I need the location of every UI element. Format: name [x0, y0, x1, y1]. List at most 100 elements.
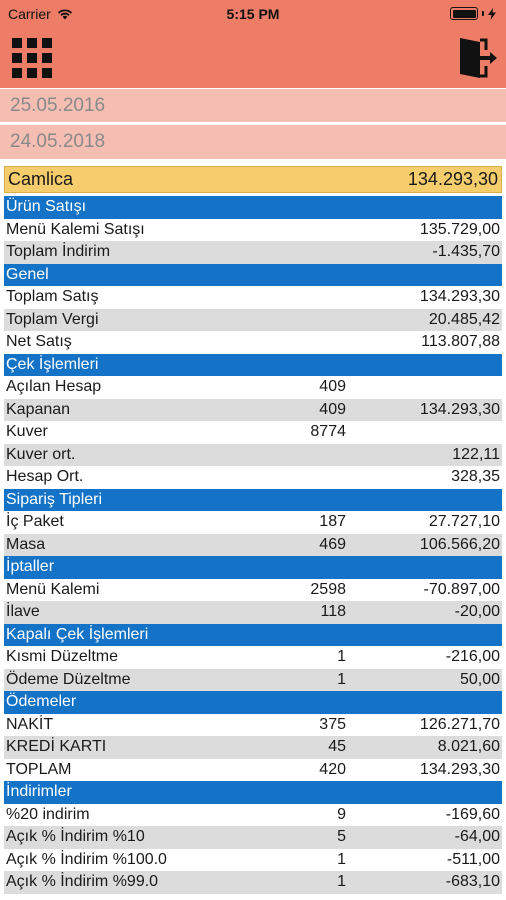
- row-label: Ödeme Düzeltme: [6, 670, 131, 688]
- table-row: Masa 469 106.566,20: [4, 533, 502, 556]
- section-header: İptaller: [4, 556, 502, 579]
- row-count: 8774: [310, 423, 346, 441]
- row-amount: 113.807,88: [421, 333, 500, 351]
- table-row: Toplam Satış 134.293,30: [4, 286, 502, 309]
- row-count: 1: [337, 670, 346, 688]
- end-date-field[interactable]: 24.05.2018: [0, 125, 506, 159]
- row-count: 420: [319, 760, 346, 778]
- table-row: Kuver ort. 122,11: [4, 443, 502, 466]
- battery-indicator: [450, 7, 496, 20]
- row-label: Toplam Vergi: [6, 310, 99, 328]
- row-label: Kuver ort.: [6, 445, 76, 463]
- row-count: 469: [319, 535, 346, 553]
- row-amount: 106.566,20: [419, 535, 500, 553]
- table-row: Toplam Vergi 20.485,42: [4, 308, 502, 331]
- logout-door-icon[interactable]: [458, 36, 498, 80]
- row-label: Net Satış: [6, 333, 72, 351]
- row-amount: 134.293,30: [419, 288, 500, 306]
- row-count: 1: [337, 873, 346, 891]
- row-count: 375: [319, 715, 346, 733]
- row-count: 9: [337, 805, 346, 823]
- row-label: Açık % İndirim %100.0: [6, 850, 167, 868]
- table-row: TOPLAM 420 134.293,30: [4, 758, 502, 781]
- branch-total: 134.293,30: [407, 169, 498, 189]
- carrier-label: Carrier: [8, 6, 51, 22]
- row-count: 45: [328, 738, 346, 756]
- row-amount: -64,00: [454, 828, 500, 846]
- row-amount: 134.293,30: [419, 760, 500, 778]
- table-row: Ödeme Düzeltme 1 50,00: [4, 668, 502, 691]
- row-label: Toplam İndirim: [6, 243, 111, 261]
- table-row: Toplam İndirim -1.435,70: [4, 241, 502, 264]
- row-label: TOPLAM: [6, 760, 72, 778]
- row-label: İlave: [6, 603, 40, 621]
- row-label: Kuver: [6, 423, 48, 441]
- row-count: 118: [320, 603, 346, 621]
- report-rows: Ürün Satışı Menü Kalemi Satışı 135.729,00 T…: [4, 196, 502, 894]
- row-amount: 27.727,10: [428, 513, 500, 531]
- table-row: İlave 118 -20,00: [4, 601, 502, 624]
- row-amount: 126.271,70: [419, 715, 500, 733]
- table-row: NAKİT 375 126.271,70: [4, 713, 502, 736]
- table-row: Açık % İndirim %10 5 -64,00: [4, 826, 502, 849]
- section-header-label: Kapalı Çek İşlemleri: [6, 625, 149, 643]
- row-amount: -169,60: [445, 805, 500, 823]
- row-amount: -216,00: [445, 648, 500, 666]
- branch-summary-row[interactable]: Camlica 134.293,30: [4, 166, 502, 193]
- table-row: %20 indirim 9 -169,60: [4, 803, 502, 826]
- table-row: Açılan Hesap 409: [4, 376, 502, 399]
- row-amount: -1.435,70: [432, 243, 500, 261]
- table-row: Menü Kalemi Satışı 135.729,00: [4, 218, 502, 241]
- row-amount: -70.897,00: [423, 580, 500, 598]
- table-row: Açık % İndirim %100.0 1 -511,00: [4, 848, 502, 871]
- row-amount: 134.293,30: [419, 400, 500, 418]
- clock: 5:15 PM: [226, 6, 280, 22]
- table-row: Kısmi Düzeltme 1 -216,00: [4, 646, 502, 669]
- battery-icon: [450, 7, 478, 20]
- row-count: 1: [337, 648, 346, 666]
- table-row: Net Satış 113.807,88: [4, 331, 502, 354]
- row-amount: 122,11: [452, 445, 500, 463]
- section-header: Çek İşlemleri: [4, 353, 502, 376]
- row-count: 409: [319, 378, 346, 396]
- navigation-bar: [0, 28, 506, 88]
- row-label: Toplam Satış: [6, 288, 99, 306]
- row-amount: -20,00: [454, 603, 500, 621]
- table-row: Hesap Ort. 328,35: [4, 466, 502, 489]
- row-label: Açılan Hesap: [6, 378, 102, 396]
- row-label: Masa: [6, 535, 46, 553]
- row-amount: -683,10: [445, 873, 500, 891]
- charging-bolt-icon: [488, 7, 496, 20]
- row-label: Menü Kalemi: [6, 580, 100, 598]
- row-amount: 20.485,42: [428, 310, 500, 328]
- row-label: KREDİ KARTI: [6, 738, 107, 756]
- table-row: KREDİ KARTI 45 8.021,60: [4, 736, 502, 759]
- start-date-field[interactable]: 25.05.2016: [0, 89, 506, 123]
- row-label: %20 indirim: [6, 805, 90, 823]
- row-label: Hesap Ort.: [6, 468, 84, 486]
- section-header-label: Ödemeler: [6, 693, 77, 711]
- row-amount: 328,35: [451, 468, 500, 486]
- section-header-label: İptaller: [6, 558, 55, 576]
- grid-menu-icon[interactable]: [12, 38, 52, 78]
- section-header: Genel: [4, 263, 502, 286]
- table-row: Kapanan 409 134.293,30: [4, 398, 502, 421]
- carrier-indicator: Carrier: [8, 6, 73, 22]
- row-label: Açık % İndirim %10: [6, 828, 145, 846]
- status-bar: Carrier 5:15 PM: [0, 0, 506, 28]
- table-row: Menü Kalemi 2598 -70.897,00: [4, 578, 502, 601]
- row-amount: -511,00: [446, 850, 500, 868]
- section-header-label: Ürün Satışı: [6, 198, 87, 216]
- row-label: NAKİT: [6, 715, 54, 733]
- table-row: İç Paket 187 27.727,10: [4, 511, 502, 534]
- section-header: İndirimler: [4, 781, 502, 804]
- row-amount: 135.729,00: [419, 220, 500, 238]
- row-count: 1: [337, 850, 346, 868]
- row-label: Menü Kalemi Satışı: [6, 220, 145, 238]
- section-header-label: İndirimler: [6, 783, 72, 801]
- section-header: Ödemeler: [4, 691, 502, 714]
- row-count: 5: [337, 828, 346, 846]
- section-header: Sipariş Tipleri: [4, 488, 502, 511]
- row-label: Açık % İndirim %99.0: [6, 873, 159, 891]
- table-row: Kuver 8774: [4, 421, 502, 444]
